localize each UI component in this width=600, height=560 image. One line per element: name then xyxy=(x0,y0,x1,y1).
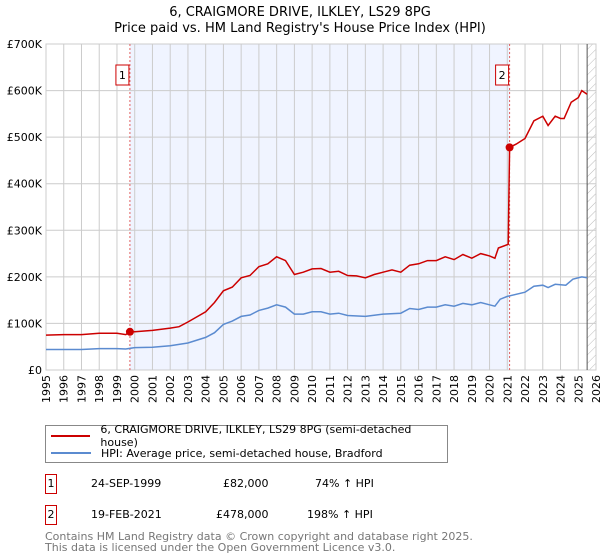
x-tick-label: 2012 xyxy=(342,375,355,403)
x-tick-label: 2017 xyxy=(430,375,443,403)
legend-label: 6, CRAIGMORE DRIVE, ILKLEY, LS29 8PG (se… xyxy=(100,423,412,449)
x-tick-label: 1999 xyxy=(111,375,124,403)
plot-border xyxy=(45,43,597,371)
y-tick-label: £0 xyxy=(28,364,42,377)
x-tick-label: 2020 xyxy=(484,375,497,403)
x-tick-label: 2014 xyxy=(377,375,390,403)
transaction-price: £478,000 xyxy=(216,508,269,521)
x-tick-label: 2015 xyxy=(395,375,408,403)
y-tick-label: £300K xyxy=(7,224,43,237)
x-tick-label: 2016 xyxy=(413,375,426,403)
x-tick-label: 2006 xyxy=(235,375,248,403)
x-tick-label: 2018 xyxy=(448,375,461,403)
y-tick-label: £400K xyxy=(7,178,43,191)
x-tick-label: 2000 xyxy=(129,375,142,403)
y-tick-label: £200K xyxy=(7,271,43,284)
hpi-line xyxy=(46,276,588,351)
transaction-hpi: 198% ↑ HPI xyxy=(307,508,373,521)
chart-plot: 1995 1996 1997 1998 1999 2000 2001 2002 2003 2004… xyxy=(7,38,600,403)
ownership-shade xyxy=(129,44,510,370)
transaction-hpi: 74% ↑ HPI xyxy=(315,477,374,490)
transaction-date: 24-SEP-1999 xyxy=(91,477,162,490)
x-tick-label: 2004 xyxy=(200,375,213,403)
x-tick-label: 2001 xyxy=(146,375,159,403)
y-tick-label: £700K xyxy=(7,38,43,51)
y-tick-label: £100K xyxy=(7,317,43,330)
sale-point xyxy=(125,327,134,336)
x-tick-label: 2002 xyxy=(164,375,177,403)
sale-label: 1 xyxy=(119,69,126,82)
transaction-row: 2 19-FEB-2021 £478,000 198% ↑ HPI xyxy=(45,505,545,525)
legend-swatch-red xyxy=(51,435,91,437)
x-tick-label: 2023 xyxy=(537,375,550,403)
x-tick-label: 2005 xyxy=(217,375,230,403)
x-tick-label: 2008 xyxy=(271,375,284,403)
transaction-date: 19-FEB-2021 xyxy=(91,508,162,521)
transaction-price: £82,000 xyxy=(223,477,269,490)
legend-item-hpi: HPI: Average price, semi-detached house,… xyxy=(51,445,383,461)
legend-label: HPI: Average price, semi-detached house,… xyxy=(101,446,383,460)
x-tick-label: 2019 xyxy=(466,375,479,403)
future-hatch xyxy=(587,44,596,370)
x-tick-label: 2026 xyxy=(590,375,600,403)
sale-label: 2 xyxy=(499,69,506,82)
x-tick-label: 2021 xyxy=(501,375,514,403)
x-tick-label: 1995 xyxy=(40,375,53,403)
sale-label-box xyxy=(495,64,510,86)
x-tick-label: 2003 xyxy=(182,375,195,403)
property-price-line xyxy=(45,89,588,336)
x-tick-label: 1998 xyxy=(93,375,106,403)
x-tick-label: 2010 xyxy=(306,375,319,403)
x-tick-label: 1996 xyxy=(58,375,71,403)
sale-label-box xyxy=(115,64,130,86)
sale-point xyxy=(505,143,514,152)
x-tick-label: 1997 xyxy=(75,375,88,403)
x-tick-label: 2022 xyxy=(519,375,532,403)
transaction-badge: 2 xyxy=(45,505,57,525)
x-tick-label: 2011 xyxy=(324,375,337,403)
x-tick-label: 2007 xyxy=(253,375,266,403)
x-tick-label: 2013 xyxy=(359,375,372,403)
legend: 6, CRAIGMORE DRIVE, ILKLEY, LS29 8PG (se… xyxy=(45,423,448,463)
y-tick-label: £600K xyxy=(7,85,43,98)
transaction-badge: 1 xyxy=(45,474,57,494)
legend-swatch-blue xyxy=(51,452,91,454)
footer-copyright: Contains HM Land Registry data © Crown c… xyxy=(45,530,473,543)
chart-title: 6, CRAIGMORE DRIVE, ILKLEY, LS29 8PG xyxy=(169,5,431,20)
x-tick-label: 2009 xyxy=(288,375,301,403)
transaction-row: 1 24-SEP-1999 £82,000 74% ↑ HPI xyxy=(45,474,545,494)
chart-subtitle: Price paid vs. HM Land Registry's House … xyxy=(114,21,486,36)
footer-licence: This data is licensed under the Open Gov… xyxy=(45,541,396,554)
x-tick-label: 2024 xyxy=(555,375,568,403)
x-tick-label: 2025 xyxy=(572,375,585,403)
legend-item-property: 6, CRAIGMORE DRIVE, ILKLEY, LS29 8PG (se… xyxy=(51,423,447,449)
y-tick-label: £500K xyxy=(7,131,43,144)
